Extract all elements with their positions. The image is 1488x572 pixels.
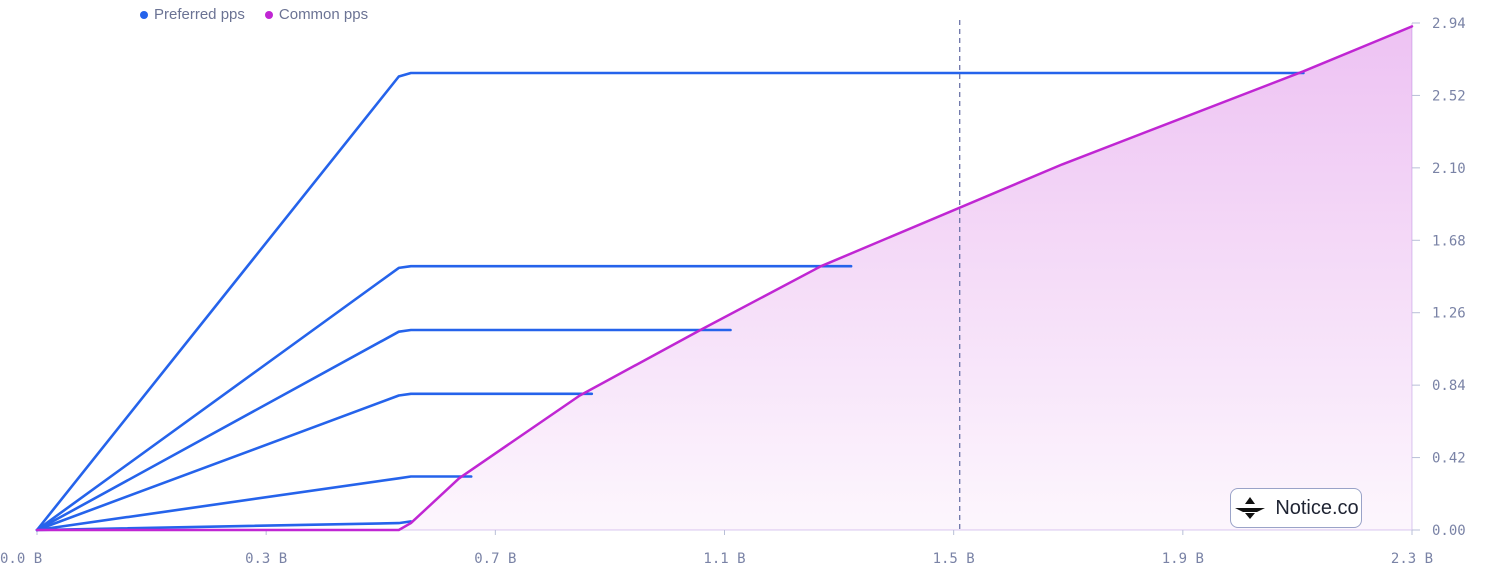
notice-logo-icon <box>1235 497 1266 519</box>
preferred-pps-line-1[interactable] <box>35 71 1305 532</box>
preferred-pps-line-4[interactable] <box>35 392 594 532</box>
y-tick-label: 0.42 <box>1432 451 1466 467</box>
common-pps-line[interactable] <box>35 25 1414 532</box>
y-tick-label: 2.52 <box>1432 88 1466 104</box>
notice-watermark[interactable]: Notice.co <box>1230 488 1362 528</box>
x-tick-label: 0.0 B <box>0 551 42 567</box>
y-tick-label: 1.68 <box>1432 233 1466 249</box>
x-tick-label: 1.1 B <box>703 551 745 567</box>
watermark-text: Notice.co <box>1275 496 1359 519</box>
x-tick-label: 2.3 B <box>1391 551 1433 567</box>
x-tick-label: 0.7 B <box>474 551 516 567</box>
legend: Preferred pps Common pps <box>140 6 368 23</box>
common-dot-icon <box>264 10 273 19</box>
preferred-pps-line-3[interactable] <box>35 328 732 532</box>
y-tick-label: 2.94 <box>1432 16 1466 32</box>
preferred-pps-line-6[interactable] <box>35 520 413 532</box>
y-tick-label: 0.84 <box>1432 378 1466 394</box>
legend-item-common[interactable]: Common pps <box>264 6 369 23</box>
marker-layer <box>35 20 1414 532</box>
legend-common-label: Common pps <box>278 6 369 23</box>
x-tick-label: 0.3 B <box>245 551 287 567</box>
preferred-pps-line-2[interactable] <box>35 264 853 532</box>
axes: 0.0 B 0.3 B 0.7 B 1.1 B 1.5 B 1.9 B 2.3 B 0.00 0… <box>0 16 1466 567</box>
x-tick-label: 1.9 B <box>1162 551 1204 567</box>
y-tick-label: 2.10 <box>1432 161 1466 177</box>
preferred-dot-icon <box>140 10 148 19</box>
legend-item-preferred[interactable]: Preferred pps <box>140 6 245 23</box>
x-tick-label: 1.5 B <box>933 551 975 567</box>
common-pps-area <box>37 26 1412 531</box>
y-tick-label: 0.00 <box>1432 523 1466 539</box>
preferred-pps-line-5[interactable] <box>35 475 473 532</box>
legend-preferred-label: Preferred pps <box>154 6 245 23</box>
series-layer <box>35 26 1412 532</box>
y-tick-label: 1.26 <box>1432 306 1466 322</box>
